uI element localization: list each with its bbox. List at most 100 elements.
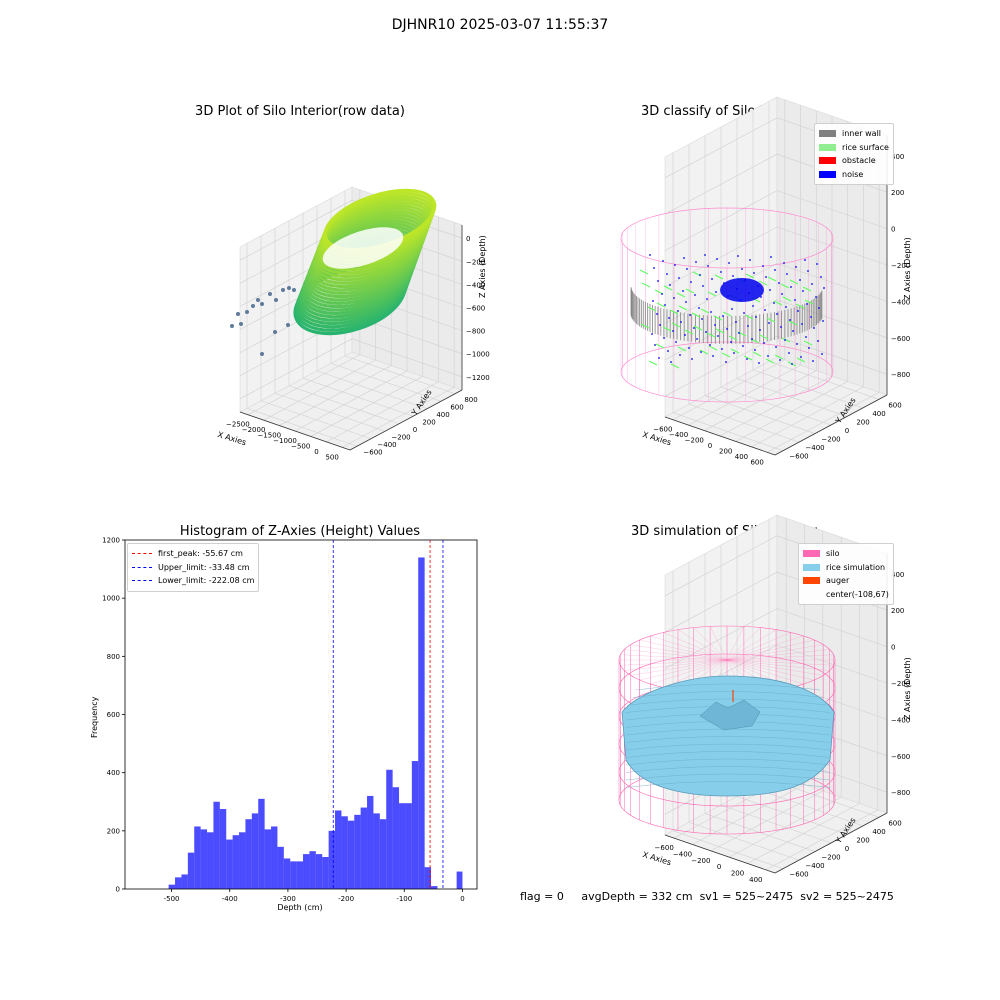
silo-roof-wire — [726, 659, 815, 681]
rice-surface-point — [684, 329, 694, 335]
noise-point — [679, 354, 681, 356]
z-tick-label: −400 — [891, 298, 910, 306]
histogram-bar — [175, 877, 182, 889]
y-tick-label: −200 — [821, 854, 840, 862]
rice-surface-point — [662, 326, 672, 332]
noise-point — [770, 256, 772, 258]
silo-roof-wire — [726, 659, 824, 676]
silo-roof-wire — [630, 644, 728, 661]
data-point — [251, 304, 255, 308]
histogram-bar — [264, 829, 272, 889]
noise-point — [677, 310, 679, 312]
y-tick-label: 0 — [845, 427, 849, 435]
plot3-title: Histogram of Z-Axies (Height) Values — [179, 524, 421, 539]
x-tick-label: -500 — [164, 895, 180, 903]
rice-surface-point — [700, 308, 710, 314]
noise-point — [666, 273, 668, 275]
rice-surface-point — [708, 345, 718, 351]
noise-point — [812, 360, 814, 362]
histogram-bar — [290, 861, 297, 889]
z-tick-label: 400 — [891, 571, 904, 579]
z-gridline — [239, 338, 353, 400]
histogram-bar — [360, 807, 368, 889]
x-gridline — [326, 381, 439, 443]
noise-point — [784, 339, 786, 341]
x-gridline — [294, 370, 408, 432]
histogram-bar — [303, 854, 310, 889]
legend-item-lower-limit: Lower_limit: -222.08 cm — [132, 574, 254, 588]
y-gridline — [246, 407, 358, 447]
data-point — [286, 323, 290, 327]
surface-wire — [625, 758, 831, 766]
y-tick-label: −600 — [363, 448, 382, 456]
plot4-zlabel: Z Axies (Depth) — [903, 657, 912, 720]
noise-point — [670, 361, 672, 363]
histogram-bar — [168, 884, 176, 889]
z-tick-label: 400 — [891, 153, 904, 161]
noise-point — [746, 358, 748, 360]
legend-item-obstacle: obstacle — [819, 154, 889, 168]
noise-point — [715, 291, 717, 293]
histogram-bar — [309, 851, 316, 889]
x-tick-label: -200 — [338, 895, 354, 903]
rice-surface-point — [691, 312, 701, 318]
histogram-legend: first_peak: -55.67 cm Upper_limit: -33.4… — [127, 543, 260, 592]
legend-item-first-peak: first_peak: -55.67 cm — [132, 547, 254, 561]
legend-line — [132, 580, 152, 582]
status-line: flag = 0 avgDepth = 332 cm sv1 = 525~247… — [520, 890, 894, 903]
histogram-xlabel: Depth (cm) — [277, 903, 323, 912]
noise-point — [786, 273, 788, 275]
noise-cluster — [720, 278, 764, 302]
surface-wire — [625, 751, 831, 758]
silo-roof-wire — [726, 632, 791, 661]
noise-point — [792, 330, 794, 332]
noise-point — [767, 355, 769, 357]
rice-surface-point — [685, 288, 695, 294]
z-tick-label: −600 — [466, 305, 485, 313]
data-point — [273, 330, 277, 334]
noise-point — [678, 277, 680, 279]
noise-point — [747, 325, 749, 327]
y-tick-label: −400 — [805, 444, 824, 452]
rice-surface-point — [706, 332, 716, 338]
rice-surface-point — [767, 276, 777, 282]
rice-surface-point — [656, 302, 666, 308]
noise-point — [652, 300, 654, 302]
z-tick-label: −1200 — [466, 374, 490, 382]
y-tick-label: 200 — [422, 418, 435, 426]
noise-point — [689, 314, 691, 316]
noise-point — [662, 260, 664, 262]
legend-line — [132, 553, 152, 555]
noise-point — [656, 313, 658, 315]
x-gridline — [310, 376, 423, 437]
noise-point — [717, 335, 719, 337]
plot1-title: 3D Plot of Silo Interior(row data) — [195, 104, 405, 119]
cloud-interior — [322, 227, 404, 269]
z-tick-label: 200 — [891, 189, 904, 197]
x-tick-label: 500 — [325, 453, 338, 461]
noise-point — [705, 331, 707, 333]
noise-point — [732, 275, 734, 277]
x-tick-label: -300 — [280, 895, 296, 903]
noise-point — [808, 347, 810, 349]
y-tick-label: 200 — [856, 836, 869, 844]
noise-point — [735, 321, 737, 323]
noise-point — [720, 271, 722, 273]
rice-surface-point — [640, 323, 650, 329]
rice-surface-point — [758, 280, 768, 286]
noise-point — [788, 352, 790, 354]
noise-point — [764, 309, 766, 311]
x-gridline — [342, 387, 455, 448]
z-tick-label: −1000 — [466, 351, 490, 359]
x-tick-label: 0 — [708, 442, 712, 450]
y-tick-label: 0 — [116, 886, 120, 894]
legend-item-silo: silo — [803, 547, 889, 561]
y-tick-label: −600 — [789, 871, 808, 879]
data-point — [260, 302, 264, 306]
histogram-bar — [213, 801, 220, 889]
histogram-bar — [405, 803, 412, 889]
histogram-bar — [373, 813, 380, 889]
noise-point — [795, 266, 797, 268]
silo-roof-wire — [726, 659, 834, 666]
